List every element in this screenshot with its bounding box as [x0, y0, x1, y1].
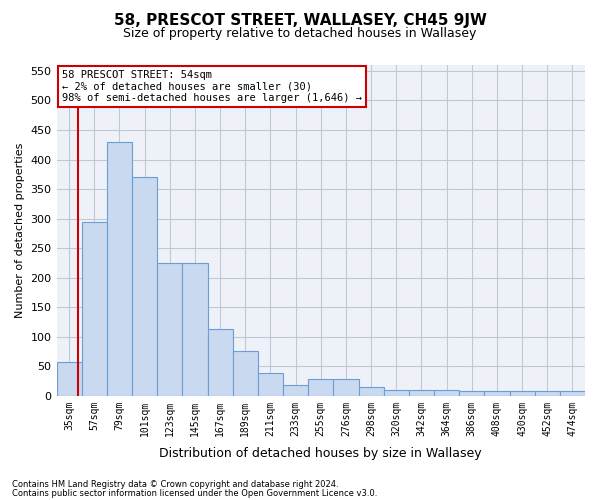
Text: Contains public sector information licensed under the Open Government Licence v3: Contains public sector information licen… [12, 488, 377, 498]
Bar [383, 390, 409, 396]
Bar [434, 390, 459, 396]
Bar [334, 379, 359, 396]
Bar [182, 263, 208, 396]
Bar [509, 391, 535, 396]
Bar [459, 391, 484, 396]
Bar [208, 329, 233, 396]
Text: 58, PRESCOT STREET, WALLASEY, CH45 9JW: 58, PRESCOT STREET, WALLASEY, CH45 9JW [113, 12, 487, 28]
Text: 58 PRESCOT STREET: 54sqm
← 2% of detached houses are smaller (30)
98% of semi-de: 58 PRESCOT STREET: 54sqm ← 2% of detache… [62, 70, 362, 103]
Bar [233, 352, 258, 396]
Bar [56, 362, 82, 396]
Bar [258, 374, 283, 396]
Text: Size of property relative to detached houses in Wallasey: Size of property relative to detached ho… [124, 28, 476, 40]
Bar [283, 385, 308, 396]
Bar [107, 142, 132, 396]
Bar [132, 177, 157, 396]
Bar [484, 391, 509, 396]
Bar [157, 263, 182, 396]
Bar [308, 379, 334, 396]
Bar [409, 390, 434, 396]
Bar [82, 222, 107, 396]
Text: Contains HM Land Registry data © Crown copyright and database right 2024.: Contains HM Land Registry data © Crown c… [12, 480, 338, 489]
Y-axis label: Number of detached properties: Number of detached properties [15, 142, 25, 318]
Bar [359, 387, 383, 396]
Bar [535, 391, 560, 396]
X-axis label: Distribution of detached houses by size in Wallasey: Distribution of detached houses by size … [160, 447, 482, 460]
Bar [560, 391, 585, 396]
